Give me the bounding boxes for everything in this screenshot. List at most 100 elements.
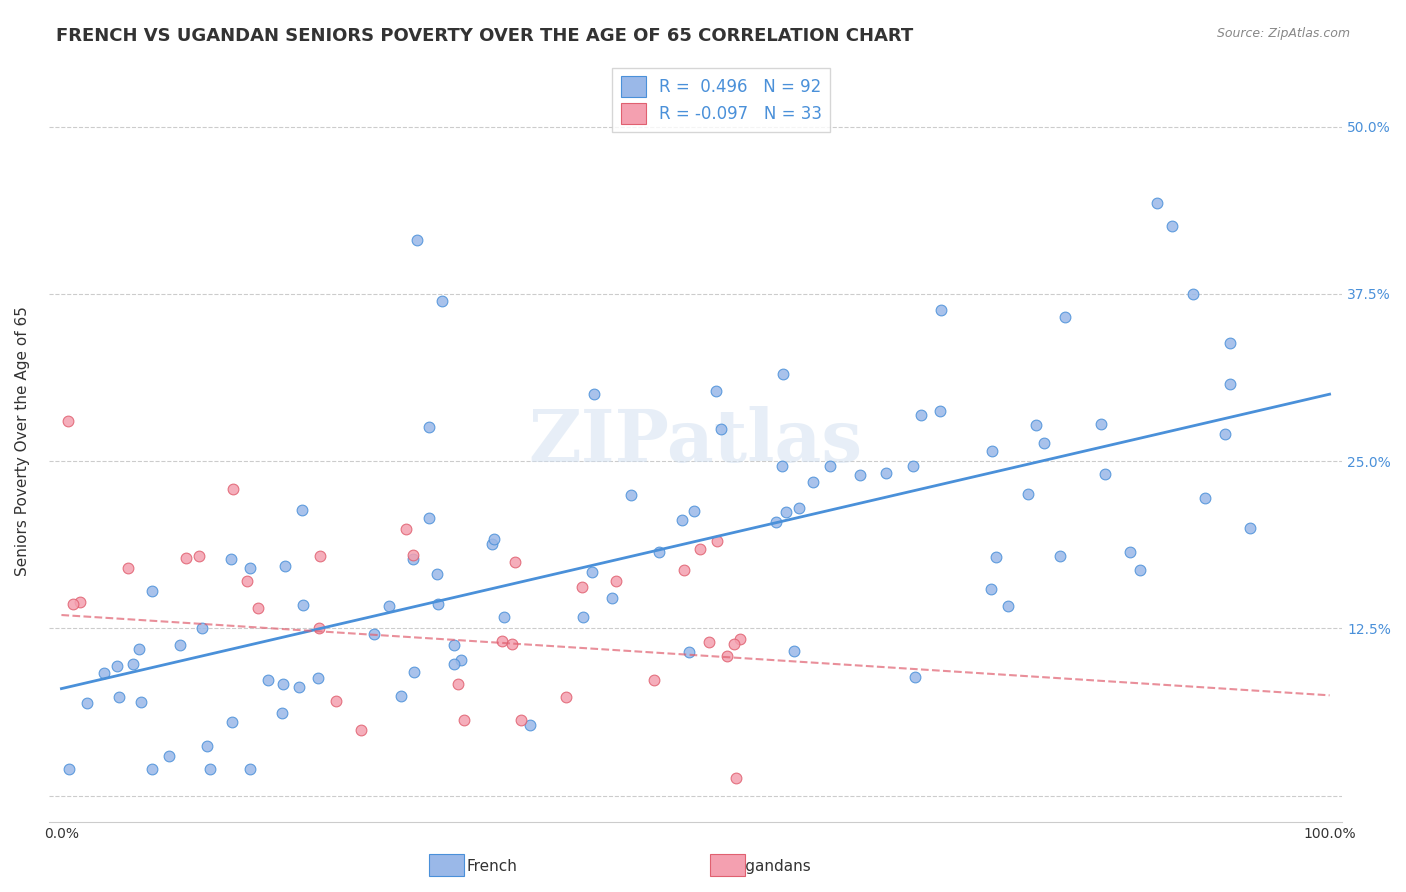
Point [1090,417,1112,431]
Point [157,749,180,764]
Point [1049,549,1071,564]
Point [783,644,806,658]
Point [239,762,262,776]
Point [509,714,531,728]
Point [141,762,163,776]
Point [765,516,787,530]
Point [93,666,115,681]
Point [1129,563,1152,577]
Point [117,561,139,575]
Point [710,421,733,435]
Point [221,482,243,496]
Point [402,552,425,566]
Point [426,566,449,581]
Point [187,549,209,564]
Point [129,695,152,709]
Point [620,488,643,502]
Point [309,549,332,563]
Point [716,649,738,664]
Point [723,637,745,651]
Point [581,566,603,580]
Point [772,368,794,382]
Point [58,762,80,776]
Point [1182,287,1205,301]
Point [1219,336,1241,351]
Point [981,444,1004,458]
Point [219,551,242,566]
Y-axis label: Seniors Poverty Over the Age of 65: Seniors Poverty Over the Age of 65 [15,306,30,576]
Point [76,696,98,710]
Point [389,689,412,703]
Point [363,627,385,641]
Point [443,657,465,672]
Point [801,475,824,489]
Point [647,545,669,559]
Point [198,762,221,776]
Point [169,638,191,652]
Point [221,715,243,730]
Point [697,634,720,648]
Point [980,582,1002,596]
Point [501,636,523,650]
Point [929,404,952,418]
Point [704,384,727,399]
Point [728,632,751,646]
Point [378,599,401,613]
Point [1119,545,1142,559]
Point [1213,426,1236,441]
Point [554,690,576,704]
Point [56,414,79,428]
Point [770,459,793,474]
Point [195,739,218,754]
Point [875,466,897,480]
Point [929,302,952,317]
Point [683,504,706,518]
Point [350,723,373,737]
Point [107,690,129,705]
Point [418,510,440,524]
Point [141,584,163,599]
Point [247,600,270,615]
Point [430,293,453,308]
Point [672,563,695,577]
Point [519,718,541,732]
Point [1161,219,1184,233]
Point [273,677,295,691]
Text: Ugandans: Ugandans [735,859,811,874]
Point [105,659,128,673]
Point [571,580,593,594]
Point [818,458,841,473]
Point [404,665,426,680]
Point [236,574,259,588]
Point [1053,310,1076,325]
Point [292,598,315,612]
Point [325,694,347,708]
Point [270,706,292,721]
Point [1219,376,1241,391]
Point [571,610,593,624]
Point [69,595,91,609]
Point [121,657,143,671]
Point [491,633,513,648]
Point [308,621,330,635]
Point [447,677,470,691]
Text: ZIPatlas: ZIPatlas [529,406,862,476]
Point [910,409,932,423]
Point [724,771,747,785]
Point [492,609,515,624]
Point [775,505,797,519]
Point [1194,491,1216,506]
Point [849,467,872,482]
Point [997,599,1019,613]
Point [453,713,475,727]
Point [984,549,1007,564]
Point [239,560,262,574]
Point [191,621,214,635]
Point [1094,467,1116,482]
Point [605,574,627,588]
Point [904,670,927,684]
Point [787,501,810,516]
Point [678,646,700,660]
Point [643,673,665,688]
Point [706,533,728,548]
